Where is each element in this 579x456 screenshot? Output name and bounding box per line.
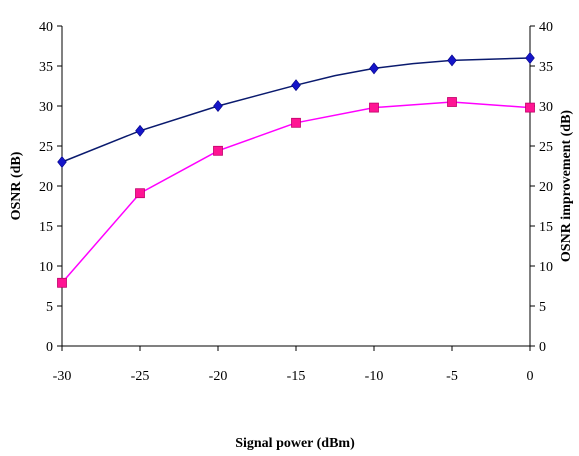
axes — [61, 26, 531, 347]
series — [57, 52, 535, 288]
series-2-point — [291, 117, 301, 128]
y-tick-label: 0 — [46, 340, 53, 355]
x-tick-label: -20 — [209, 369, 228, 384]
x-tick-label: -30 — [53, 369, 72, 384]
series-1-point — [525, 52, 535, 64]
series-2-line — [61, 101, 531, 284]
y-tick-label: 5 — [46, 300, 53, 315]
series-1-line — [61, 57, 531, 163]
y-tick-label: 25 — [39, 140, 53, 155]
y-tick-label: 40 — [39, 20, 53, 35]
y-tick-label: 30 — [39, 100, 53, 115]
series-2-point — [213, 145, 223, 156]
y2-tick-label: 20 — [539, 180, 553, 195]
series-2-point — [447, 97, 457, 107]
x-tick-label: -5 — [446, 369, 458, 384]
series-2-point — [369, 102, 379, 113]
x-tick-label: 0 — [527, 369, 534, 384]
y-tick-label: 20 — [39, 180, 53, 195]
y-tick-label: 10 — [39, 260, 53, 275]
y2-tick-label: 15 — [539, 220, 553, 235]
y-tick-label: 35 — [39, 60, 53, 75]
y2-tick-label: 10 — [539, 260, 553, 275]
y2-tick-label: 35 — [539, 60, 553, 75]
series-1-point — [291, 79, 301, 92]
series-2-point — [57, 277, 67, 288]
series-1-point — [369, 62, 379, 75]
y2-tick-label: 0 — [539, 340, 546, 355]
y-tick-label: 15 — [39, 220, 53, 235]
series-1-point — [213, 100, 223, 112]
series-1-point — [447, 54, 457, 67]
series-2-point — [135, 188, 145, 199]
y2-tick-label: 30 — [539, 100, 553, 115]
x-tick-label: -15 — [287, 369, 306, 384]
ticks: 0 5 10 15 20 25 30 35 40 0 5 10 15 20 25 30 35 40 -30 -25 -2… — [39, 20, 553, 384]
x-tick-label: -10 — [365, 369, 384, 384]
x-axis-title: Signal power (dBm) — [235, 436, 355, 451]
y-axis-title: OSNR (dB) — [9, 151, 24, 220]
series-1-point — [135, 124, 145, 137]
series-1-point — [57, 156, 67, 168]
series-2-point — [525, 102, 535, 113]
y2-tick-label: 5 — [539, 300, 546, 315]
y2-tick-label: 40 — [539, 20, 553, 35]
x-tick-label: -25 — [131, 369, 150, 384]
y2-axis-title: OSNR improvement (dB) — [559, 110, 574, 263]
y2-tick-label: 25 — [539, 140, 553, 155]
